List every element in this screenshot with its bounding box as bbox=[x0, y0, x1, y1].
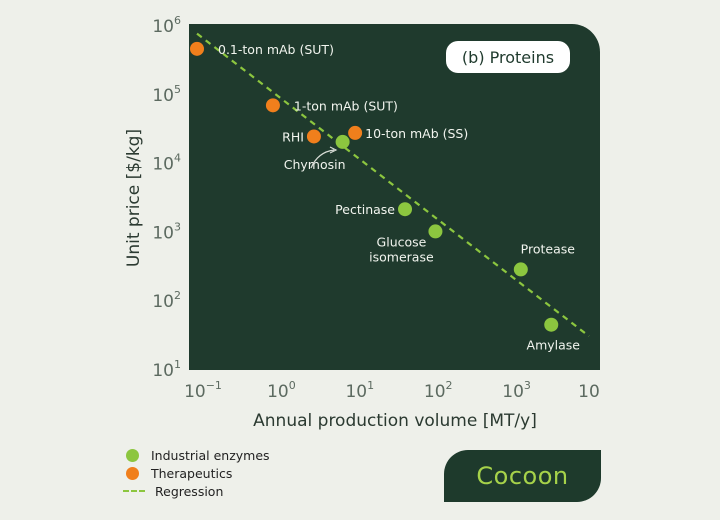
data-points bbox=[190, 41, 559, 332]
point-label: 0.1-ton mAb (SUT) bbox=[218, 42, 334, 57]
y-axis-ticks: 101 102 103 104 105 106 bbox=[152, 14, 181, 381]
legend-enzymes-marker bbox=[126, 448, 139, 462]
point-label: RHI bbox=[282, 129, 304, 144]
x-axis-label: Annual production volume [MT/y] bbox=[253, 411, 537, 431]
enzyme-point bbox=[428, 224, 443, 239]
plot-background-square-corner bbox=[189, 24, 229, 370]
point-label: Protease bbox=[521, 241, 576, 256]
point-label: Chymosin bbox=[284, 157, 346, 172]
point-label: Amylase bbox=[527, 338, 581, 353]
point-label: Pectinase bbox=[335, 202, 395, 217]
x-tick-label: 10 bbox=[578, 382, 600, 402]
x-tick-label: 100 bbox=[267, 379, 296, 402]
y-tick-label: 101 bbox=[152, 358, 181, 381]
x-tick-label: 10−1 bbox=[184, 379, 222, 402]
x-tick-label: 102 bbox=[424, 379, 453, 402]
data-point-labels: 0.1-ton mAb (SUT) 1-ton mAb (SUT) RHI 10-to… bbox=[218, 42, 580, 353]
panel-title: (b) Proteins bbox=[462, 48, 554, 67]
regression-line bbox=[196, 32, 590, 338]
x-axis-ticks: 10−1 100 101 102 103 10 bbox=[184, 379, 600, 402]
legend-enzymes-label: Industrial enzymes bbox=[151, 447, 270, 463]
legend-therapeutics-label: Therapeutics bbox=[151, 465, 233, 481]
x-tick-label: 101 bbox=[345, 379, 374, 402]
therapeutic-point bbox=[190, 41, 204, 56]
y-tick-label: 105 bbox=[152, 83, 181, 106]
enzyme-point bbox=[513, 262, 528, 277]
plot-background bbox=[189, 24, 600, 370]
brand-name: Cocoon bbox=[476, 462, 569, 490]
chymosin-arrow-head bbox=[329, 146, 338, 154]
y-tick-label: 104 bbox=[152, 152, 181, 175]
y-axis-label: Unit price [$/kg] bbox=[124, 129, 144, 267]
point-label: Glucose isomerase bbox=[369, 234, 434, 264]
legend: Industrial enzymes Therapeutics Regressi… bbox=[123, 446, 270, 500]
plot-background-square-corner-bottom bbox=[189, 330, 600, 370]
therapeutic-point bbox=[265, 98, 280, 113]
legend-item-enzymes: Industrial enzymes bbox=[123, 446, 270, 464]
enzyme-point bbox=[398, 202, 413, 217]
legend-regression-label: Regression bbox=[155, 483, 224, 499]
therapeutic-point bbox=[348, 125, 363, 140]
y-tick-label: 106 bbox=[152, 14, 181, 37]
legend-regression-marker bbox=[123, 490, 145, 492]
legend-therapeutics-marker bbox=[126, 466, 139, 480]
y-tick-label: 103 bbox=[152, 220, 181, 243]
therapeutic-point bbox=[306, 129, 321, 144]
point-label: 10-ton mAb (SS) bbox=[365, 126, 468, 141]
brand-logo: Cocoon bbox=[444, 450, 601, 502]
legend-item-regression: Regression bbox=[123, 482, 270, 500]
enzyme-point bbox=[544, 317, 559, 332]
enzyme-point bbox=[335, 134, 350, 149]
panel-title-box bbox=[446, 41, 570, 73]
legend-item-therapeutics: Therapeutics bbox=[123, 464, 270, 482]
chymosin-annotation-arrow bbox=[310, 149, 335, 169]
y-tick-label: 102 bbox=[152, 289, 181, 312]
point-label: 1-ton mAb (SUT) bbox=[294, 98, 398, 113]
plot-background-square-corner-br bbox=[560, 330, 600, 370]
x-tick-label: 103 bbox=[502, 379, 531, 402]
